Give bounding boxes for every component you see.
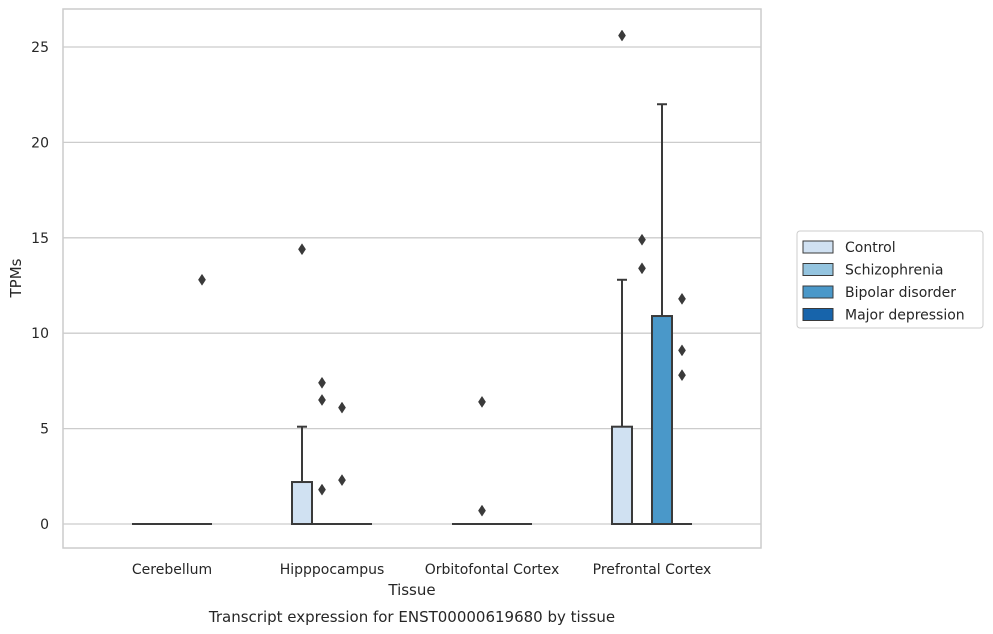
y-tick-label: 0 [40,517,49,533]
box-bipolar-disorder [651,103,673,526]
x-tick-label: Cerebellum [132,562,212,578]
legend-swatch [802,263,834,276]
plot-area-frame [62,8,762,549]
outlier-point [318,394,326,406]
legend-label: Schizophrenia [845,263,943,279]
outlier-point [338,474,346,487]
outliers [198,29,686,517]
y-tick-label: 15 [31,231,49,247]
outlier-point [678,292,686,305]
y-tick-label: 25 [31,40,49,56]
outlier-point [638,262,646,275]
legend-swatch [802,285,834,299]
legend-item: Control [802,240,896,256]
legend-frame [796,230,984,329]
outlier-point [318,483,326,496]
y-tick-label: 10 [31,326,49,342]
outlier-point [318,376,326,389]
y-tick-label: 5 [40,422,49,438]
y-axis-title: TPMs [7,258,25,298]
outlier-point [198,273,206,286]
legend-item: Bipolar disorder [802,285,956,301]
outlier-point [298,243,306,256]
x-tick-labels: Cerebellum Hipppocampus Orbitofontal Corte… [132,562,711,578]
chart-caption: Transcript expression for ENST0000061968… [208,608,615,626]
legend-label: Major depression [845,308,965,324]
outlier-point [678,369,686,382]
outlier-point [478,395,486,408]
x-tick-label: Orbitofontal Cortex [425,562,560,578]
box-body [611,425,633,525]
boxes [132,103,692,526]
legend-label: Bipolar disorder [845,285,956,301]
y-tick-labels: 0 5 10 15 20 25 [31,40,49,533]
legend-swatch [802,308,834,321]
box-control [611,278,633,525]
legend-item: Major depression [802,308,965,324]
legend-item: Schizophrenia [802,263,943,279]
box-control [291,425,313,525]
x-tick-label: Hipppocampus [280,562,385,578]
x-axis-title: Tissue [387,581,435,599]
legend-swatch [802,240,834,254]
outlier-point [618,29,626,42]
outlier-point [338,401,346,414]
legend-label: Control [845,240,896,256]
legend: Control Schizophrenia Bipolar disorder Majo… [796,230,984,329]
x-tick-label: Prefrontal Cortex [593,562,712,578]
box-body [291,481,313,525]
y-tick-label: 20 [31,135,49,151]
box-body [651,315,673,526]
outlier-point [478,504,486,517]
outlier-point [678,344,686,357]
outlier-point [638,233,646,246]
